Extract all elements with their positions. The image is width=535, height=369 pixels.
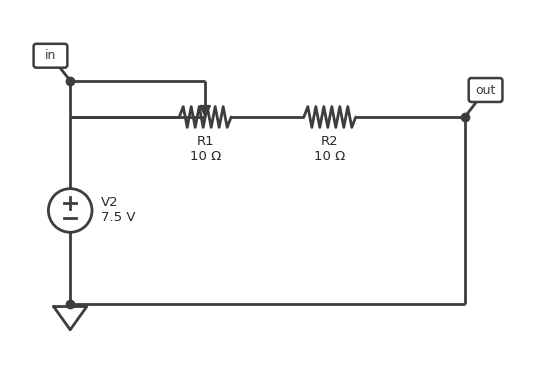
Text: in: in	[45, 49, 56, 62]
Text: out: out	[476, 83, 496, 97]
Text: R2
10 Ω: R2 10 Ω	[314, 135, 346, 163]
FancyBboxPatch shape	[34, 44, 67, 68]
Text: V2
7.5 V: V2 7.5 V	[101, 196, 136, 224]
Text: R1
10 Ω: R1 10 Ω	[189, 135, 221, 163]
FancyBboxPatch shape	[469, 78, 502, 102]
Polygon shape	[200, 106, 210, 117]
